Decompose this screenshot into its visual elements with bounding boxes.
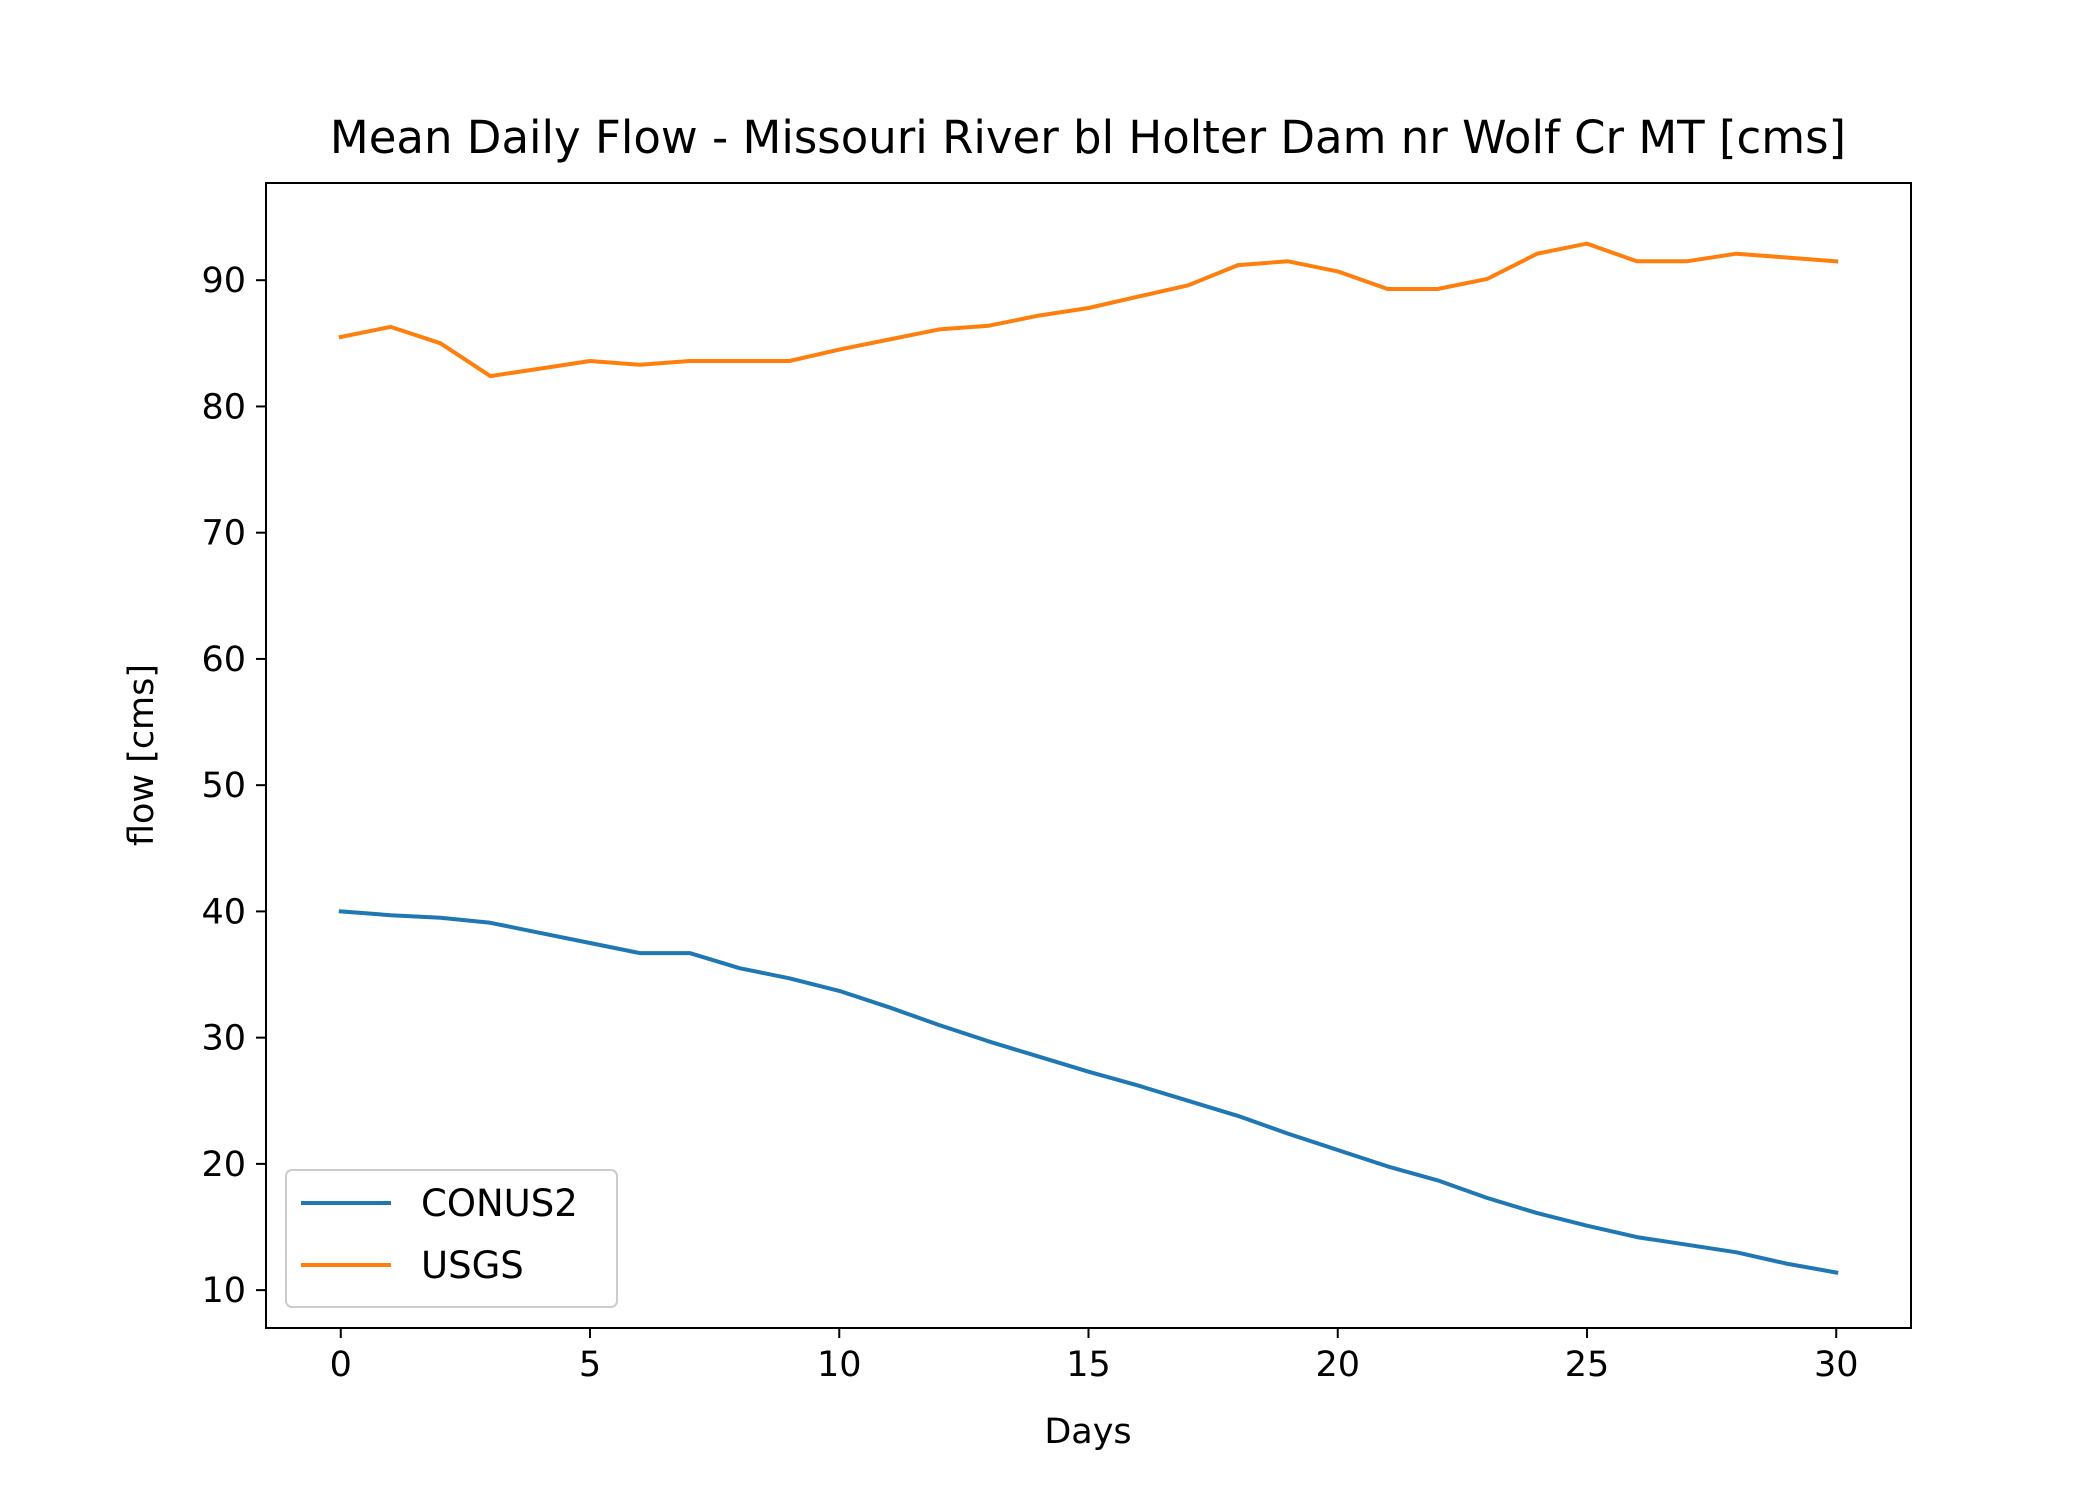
y-tick-label: 40 xyxy=(201,892,246,932)
x-axis: 0 5 10 15 20 25 30 xyxy=(330,1328,1859,1385)
y-axis-label: flow [cms] xyxy=(122,664,162,846)
series-line-usgs xyxy=(338,241,1839,379)
x-tick-label: 5 xyxy=(579,1345,601,1385)
x-tick-label: 30 xyxy=(1814,1345,1859,1385)
x-tick-label: 10 xyxy=(817,1345,862,1385)
x-tick-label: 15 xyxy=(1066,1345,1111,1385)
legend: CONUS2 USGS xyxy=(285,1169,618,1308)
y-axis: 10 20 30 40 50 60 70 80 90 xyxy=(201,261,266,1311)
x-axis-label: Days xyxy=(1044,1412,1131,1452)
y-tick-label: 20 xyxy=(201,1145,246,1185)
plot-area xyxy=(266,183,1911,1328)
y-tick-label: 10 xyxy=(201,1271,246,1311)
y-tick-label: 80 xyxy=(201,387,246,427)
y-tick-label: 90 xyxy=(201,261,246,301)
x-tick-label: 25 xyxy=(1565,1345,1610,1385)
legend-label-usgs: USGS xyxy=(421,1244,524,1287)
series-layer xyxy=(338,241,1839,1275)
x-tick-label: 20 xyxy=(1315,1345,1360,1385)
y-tick-label: 60 xyxy=(201,640,246,680)
series-line-conus2 xyxy=(338,909,1839,1275)
y-tick-label: 70 xyxy=(201,514,246,554)
chart-title: Mean Daily Flow - Missouri River bl Holt… xyxy=(330,111,1846,164)
y-tick-label: 30 xyxy=(201,1019,246,1059)
y-tick-label: 50 xyxy=(201,766,246,806)
x-tick-label: 0 xyxy=(330,1345,352,1385)
legend-label-conus2: CONUS2 xyxy=(421,1182,578,1225)
